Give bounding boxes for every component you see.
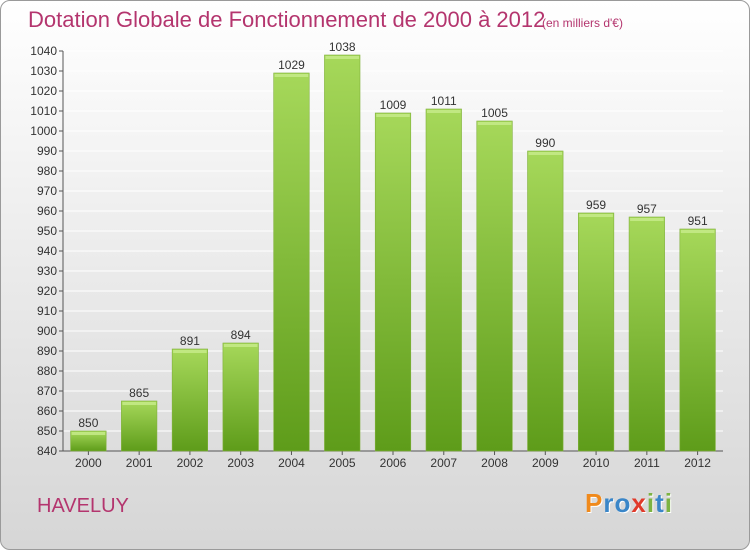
bar-highlight [680, 230, 715, 233]
bar [476, 120, 513, 452]
bar [527, 150, 564, 452]
bar-highlight [325, 56, 359, 59]
bar [273, 72, 310, 452]
bar-highlight [71, 432, 106, 435]
proxiti-logo: Proxiti [585, 488, 673, 519]
data-label: 850 [78, 416, 98, 430]
logo-letter: P [585, 488, 604, 518]
x-tick-label: 2000 [75, 456, 102, 470]
y-tick-label: 1020 [30, 84, 57, 98]
y-tick-label: 910 [37, 304, 57, 318]
bar-highlight [173, 350, 207, 353]
bar-highlight [528, 152, 563, 155]
data-label: 894 [231, 328, 251, 342]
y-tick-label: 850 [37, 424, 57, 438]
x-tick-label: 2006 [380, 456, 407, 470]
bar-highlight [579, 214, 613, 217]
y-tick-label: 940 [37, 244, 57, 258]
x-tick-label: 2003 [227, 456, 254, 470]
y-tick-label: 1000 [30, 124, 57, 138]
y-tick-label: 880 [37, 364, 57, 378]
bar [628, 216, 665, 452]
data-label: 1011 [431, 94, 457, 108]
x-tick-label: 2002 [177, 456, 204, 470]
logo-letter: o [614, 488, 632, 518]
bar [324, 54, 361, 452]
data-label: 957 [637, 202, 657, 216]
y-tick-label: 960 [37, 204, 57, 218]
y-tick-label: 900 [37, 324, 57, 338]
y-tick-label: 860 [37, 404, 57, 418]
logo-letter: r [603, 488, 615, 518]
data-label: 951 [688, 214, 708, 228]
data-label: 990 [535, 136, 555, 150]
bar [222, 342, 259, 452]
y-tick-label: 890 [37, 344, 57, 358]
y-tick-label: 1010 [30, 104, 57, 118]
bar [374, 112, 412, 452]
bar [70, 430, 107, 452]
y-tick-label: 990 [37, 144, 57, 158]
logo-letter: i [646, 488, 656, 518]
bar [679, 228, 716, 452]
labels: 850 865 891 894 1029 1038 1009 1011 1005 990 959 95… [78, 40, 708, 430]
data-label: 959 [586, 198, 606, 212]
y-tick-label: 970 [37, 184, 57, 198]
bar [425, 108, 462, 452]
bar-highlight [427, 110, 461, 113]
y-tick-label: 920 [37, 284, 57, 298]
bar-highlight [122, 402, 156, 405]
x-tick-label: 2011 [634, 456, 660, 470]
logo-letter: x [631, 488, 647, 518]
bar [171, 348, 208, 452]
bar-highlight [223, 344, 258, 347]
x-tick-label: 2004 [278, 456, 305, 470]
x-tick-label: 2008 [481, 456, 508, 470]
bar-highlight [630, 218, 664, 221]
data-label: 891 [180, 334, 200, 348]
bars [70, 54, 716, 452]
x-tick-label: 2009 [532, 456, 559, 470]
y-tick-label: 1040 [30, 44, 57, 58]
x-tick-label: 2010 [583, 456, 610, 470]
bar-highlight [376, 114, 410, 117]
y-tick-label: 930 [37, 264, 57, 278]
logo-letter: i [664, 488, 673, 518]
y-tick-label: 1030 [30, 64, 57, 78]
data-label: 1029 [278, 58, 305, 72]
unit-note: (en milliers d'€) [542, 16, 623, 30]
bar [578, 212, 615, 452]
bar-highlight [274, 74, 309, 77]
x-tick-label: 2007 [430, 456, 457, 470]
data-label: 1038 [329, 40, 356, 54]
logo-letter: t [655, 488, 665, 518]
bar-highlight [477, 122, 512, 125]
data-label: 1005 [481, 106, 508, 120]
data-label: 865 [129, 386, 149, 400]
chart-title: Dotation Globale de Fonctionnement de 20… [28, 7, 546, 32]
x-tick-label: 2001 [126, 456, 153, 470]
commune-name: HAVELUY [37, 495, 129, 517]
y-tick-label: 950 [37, 224, 57, 238]
x-tick-label: 2005 [329, 456, 356, 470]
y-tick-label: 840 [37, 444, 57, 458]
bar [121, 400, 158, 452]
y-tick-label: 980 [37, 164, 57, 178]
y-tick-label: 870 [37, 384, 57, 398]
x-tick-label: 2012 [684, 456, 711, 470]
data-label: 1009 [380, 98, 407, 112]
